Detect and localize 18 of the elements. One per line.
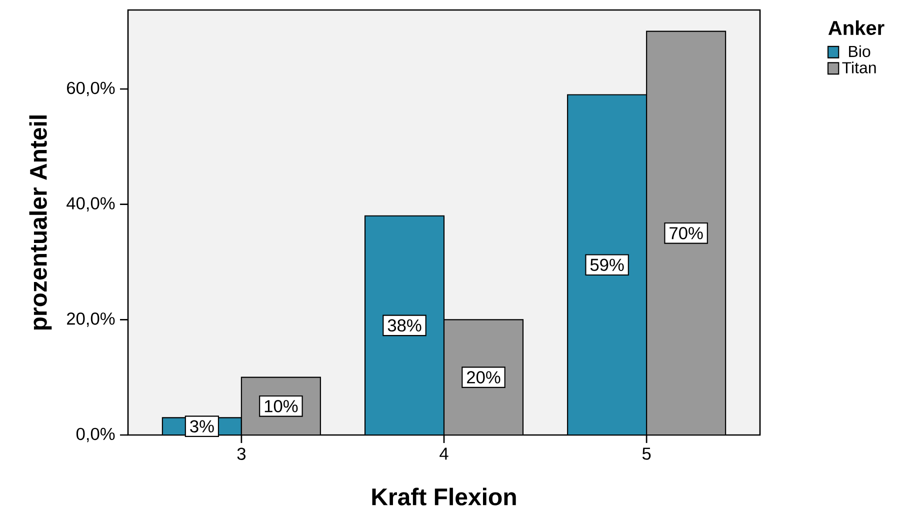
legend-label: Bio bbox=[849, 45, 870, 58]
data-label: 38% bbox=[388, 319, 422, 332]
data-label: 10% bbox=[264, 400, 298, 412]
y-tick-label: 0,0% bbox=[76, 428, 115, 442]
x-tick-label: 5 bbox=[642, 448, 651, 460]
data-label: 70% bbox=[670, 227, 703, 240]
data-label: 3% bbox=[190, 420, 214, 432]
y-tick-label: 60,0% bbox=[67, 82, 115, 96]
legend-title: Anker bbox=[828, 20, 884, 36]
y-axis-title: prozentualer Anteil bbox=[29, 116, 52, 330]
x-tick-label: 3 bbox=[237, 448, 246, 460]
legend-label: Titan bbox=[842, 62, 876, 74]
x-axis-title: Kraft Flexion bbox=[372, 488, 516, 506]
data-label: 20% bbox=[467, 371, 500, 384]
data-label: 59% bbox=[590, 258, 624, 272]
y-tick-label: 20,0% bbox=[67, 312, 115, 327]
x-tick-label: 4 bbox=[440, 448, 448, 460]
y-tick-label: 40,0% bbox=[66, 197, 115, 212]
